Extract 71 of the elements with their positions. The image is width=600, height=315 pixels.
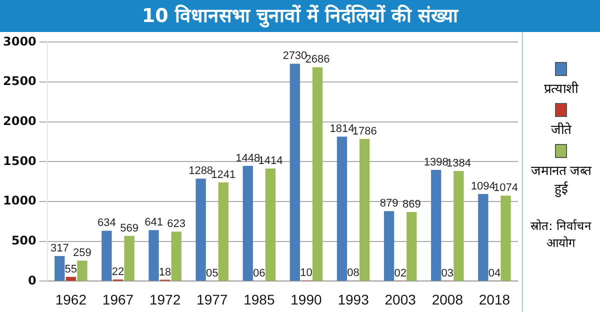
bar <box>265 168 276 281</box>
x-tick-label: 1977 <box>196 291 228 308</box>
legend-label: प्रत्याशी <box>543 80 580 97</box>
x-tick-label: 1962 <box>55 291 87 308</box>
bar <box>384 211 394 281</box>
data-label: 55 <box>64 263 78 276</box>
x-tick-label: 2003 <box>384 291 416 308</box>
bar <box>312 67 323 281</box>
text: स्रोत: निर्वाचन आयोग <box>530 218 592 251</box>
bar <box>336 136 348 281</box>
x-tick-label: 2008 <box>432 291 464 308</box>
data-label: 03 <box>441 267 454 280</box>
bar <box>478 194 488 281</box>
data-label: 623 <box>167 218 186 230</box>
data-label: 1414 <box>258 155 283 168</box>
x-tick-label: 1972 <box>149 291 181 308</box>
y-tick-label: 1500 <box>2 154 36 168</box>
data-label: 05 <box>206 267 218 280</box>
data-label: 879 <box>380 198 398 210</box>
data-label: 317 <box>50 242 69 254</box>
data-label: 1288 <box>188 165 214 178</box>
bar <box>454 170 464 281</box>
data-label: 1398 <box>424 156 448 168</box>
data-label: 08 <box>347 267 360 280</box>
x-tick-label: 2018 <box>478 291 510 308</box>
data-label: 1448 <box>236 152 260 164</box>
y-tick-label: 1000 <box>2 194 36 208</box>
data-label: 2686 <box>305 54 330 66</box>
bar <box>196 178 206 281</box>
data-label: 569 <box>120 222 138 234</box>
chart-title: 10 विधानसभा चुनावों में निर्दलियों की संख्या <box>0 0 600 32</box>
y-tick-label: 2000 <box>2 114 36 128</box>
y-tick-label: 0 <box>28 273 36 288</box>
y-tick-label: 2500 <box>2 74 36 88</box>
data-label: 869 <box>402 198 421 210</box>
data-label: 1094 <box>470 180 496 193</box>
bar <box>171 232 182 281</box>
data-label: 259 <box>73 247 92 260</box>
bar <box>242 166 253 281</box>
bar <box>360 138 370 281</box>
data-label: 634 <box>98 217 116 230</box>
legend-label: जीते <box>550 121 573 138</box>
x-tick-label: 1985 <box>244 291 275 308</box>
bar <box>406 212 417 281</box>
bar <box>54 256 65 281</box>
bar <box>290 64 300 281</box>
bar <box>431 170 442 281</box>
bar <box>124 236 134 281</box>
bar <box>102 230 112 281</box>
data-label: 22 <box>112 266 124 278</box>
data-label: 1786 <box>352 125 377 138</box>
data-label: 1814 <box>330 123 354 136</box>
x-tick-label: 1993 <box>338 291 370 308</box>
data-label: 18 <box>158 266 172 278</box>
data-label: 10 <box>300 266 312 279</box>
data-label: 1241 <box>211 168 236 181</box>
data-label: 04 <box>488 267 501 280</box>
data-label: 02 <box>394 268 406 280</box>
x-tick-label: 1990 <box>290 291 322 308</box>
legend-label: जमानत जब्त हुई <box>530 163 593 197</box>
bar <box>77 260 88 281</box>
bar <box>148 230 159 281</box>
y-tick-label: 500 <box>11 233 36 248</box>
data-label: 06 <box>253 267 266 280</box>
bar <box>218 182 228 281</box>
data-label: 641 <box>144 216 163 229</box>
bar <box>500 196 511 281</box>
x-tick-label: 1967 <box>102 291 134 308</box>
data-label: 1074 <box>494 182 518 194</box>
data-label: 1384 <box>446 157 471 170</box>
y-tick-label: 3000 <box>2 34 36 48</box>
